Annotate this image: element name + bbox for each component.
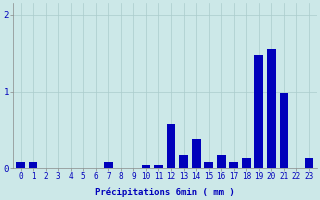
Bar [179,155,188,168]
Bar [154,165,163,168]
Bar [192,139,201,168]
Bar [29,162,37,168]
Bar [267,49,276,168]
Bar [254,55,263,168]
X-axis label: Précipitations 6min ( mm ): Précipitations 6min ( mm ) [95,187,235,197]
Bar [217,155,226,168]
Bar [242,158,251,168]
Bar [204,162,213,168]
Bar [280,93,288,168]
Bar [229,162,238,168]
Bar [141,165,150,168]
Bar [104,162,113,168]
Bar [167,124,175,168]
Bar [16,162,25,168]
Bar [305,158,313,168]
